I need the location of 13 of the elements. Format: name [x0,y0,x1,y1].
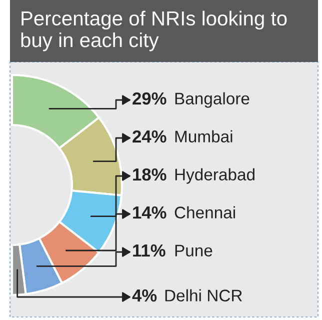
data-label: 18% [133,168,166,181]
data-label: 11% [133,244,166,257]
slice-label: Pune [175,244,212,256]
data-label: 4% [132,289,157,302]
data-label: 24% [132,130,166,143]
slice-label: Delhi NCR [165,289,242,302]
data-label: 29% [132,92,166,105]
slice-label: Bangalore [175,92,250,108]
slice-label: Chennai [174,206,235,218]
chart-title: Percentage of NRIs looking to buy in each city [21,10,287,52]
slice-label: Hyderabad [175,168,254,184]
slice-label: Mumbai [175,130,232,142]
data-label: 14% [133,206,166,219]
